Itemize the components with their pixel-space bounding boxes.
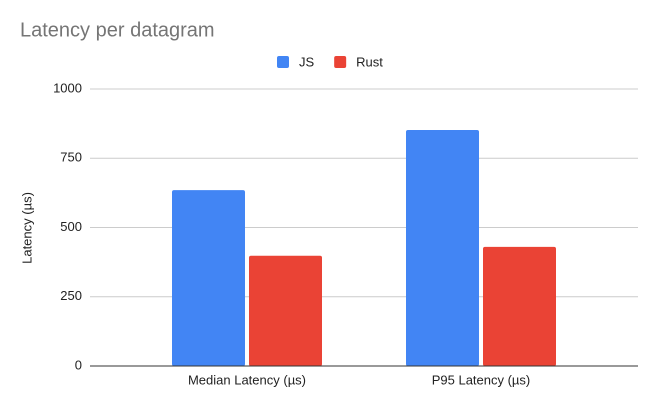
legend-swatch xyxy=(277,56,289,68)
bar xyxy=(249,255,322,366)
bar xyxy=(483,246,556,366)
legend-label: JS xyxy=(299,54,315,69)
y-axis-label: Latency (µs) xyxy=(19,192,34,264)
legend-swatch xyxy=(334,56,347,68)
legend-label: Rust xyxy=(356,54,383,69)
x-tick-label: P95 Latency (µs) xyxy=(432,372,531,387)
y-tick-label: 0 xyxy=(75,357,82,372)
x-tick-label: Median Latency (µs) xyxy=(188,372,306,387)
y-tick-label: 250 xyxy=(60,288,82,303)
bar xyxy=(406,129,479,366)
y-tick-label: 750 xyxy=(60,150,82,165)
chart-title: Latency per datagram xyxy=(20,19,215,41)
y-tick-label: 1000 xyxy=(53,80,82,95)
bar xyxy=(172,190,245,366)
y-tick-label: 500 xyxy=(60,219,82,234)
